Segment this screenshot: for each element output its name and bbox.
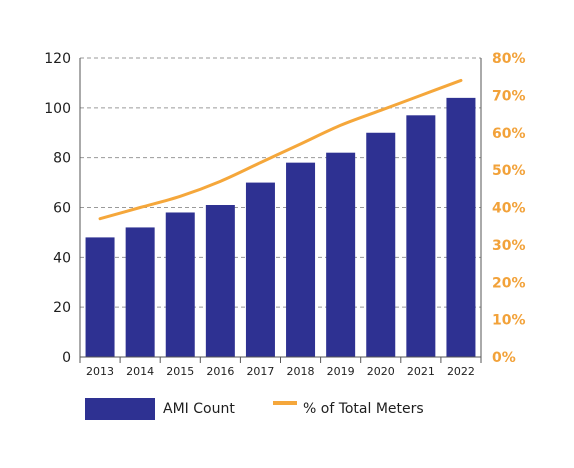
right-tick-label: 60% (492, 126, 526, 142)
bar-2016 (205, 205, 235, 357)
bar-2017 (245, 182, 275, 357)
legend: AMI Count % of Total Meters (85, 398, 424, 420)
legend-label-percent-total-meters: % of Total Meters (303, 401, 424, 417)
left-axis-ticks: 0 20 40 60 80 100 120 (44, 51, 71, 366)
left-tick-label: 20 (53, 300, 71, 316)
left-tick-label: 120 (44, 51, 71, 67)
line-series (98, 78, 463, 221)
left-tick-label: 60 (53, 201, 71, 217)
left-tick-label: 40 (53, 250, 71, 266)
x-tick-label: 2018 (287, 365, 315, 378)
right-tick-label: 40% (492, 201, 526, 217)
legend-label-ami-count: AMI Count (163, 401, 235, 417)
x-tick-label: 2015 (166, 365, 194, 378)
bar-2014 (125, 227, 155, 357)
bar-2019 (326, 152, 356, 357)
right-tick-label: 70% (492, 88, 526, 104)
line-percent-total-meters (98, 78, 463, 221)
left-tick-label: 80 (53, 151, 71, 167)
x-tick-label: 2022 (447, 365, 475, 378)
bar-series (85, 97, 476, 357)
x-tick-label: 2019 (327, 365, 355, 378)
right-tick-label: 20% (492, 275, 526, 291)
left-tick-label: 0 (62, 350, 71, 366)
bar-2021 (406, 115, 436, 357)
right-tick-label: 10% (492, 313, 526, 329)
bar-2022 (446, 97, 476, 357)
x-tick-label: 2016 (206, 365, 234, 378)
x-tick-label: 2020 (367, 365, 395, 378)
x-tick-label: 2014 (126, 365, 154, 378)
x-tick-label: 2013 (86, 365, 114, 378)
axes (79, 58, 482, 363)
right-axis-ticks: 0% 10% 20% 30% 40% 50% 60% 70% 80% (492, 51, 526, 366)
right-tick-label: 30% (492, 238, 526, 254)
x-tick-label: 2017 (246, 365, 274, 378)
left-tick-label: 100 (44, 101, 71, 117)
bar-2020 (366, 132, 396, 357)
legend-swatch-ami-count (85, 398, 155, 420)
right-tick-label: 80% (492, 51, 526, 67)
x-axis-ticks: 2013 2014 2015 2016 2017 2018 2019 2020 2021 2022 (86, 365, 475, 378)
right-tick-label: 50% (492, 163, 526, 179)
bar-2013 (85, 237, 115, 357)
bar-2015 (165, 212, 195, 357)
bar-2018 (286, 162, 316, 357)
x-tick-label: 2021 (407, 365, 435, 378)
right-tick-label: 0% (492, 350, 516, 366)
